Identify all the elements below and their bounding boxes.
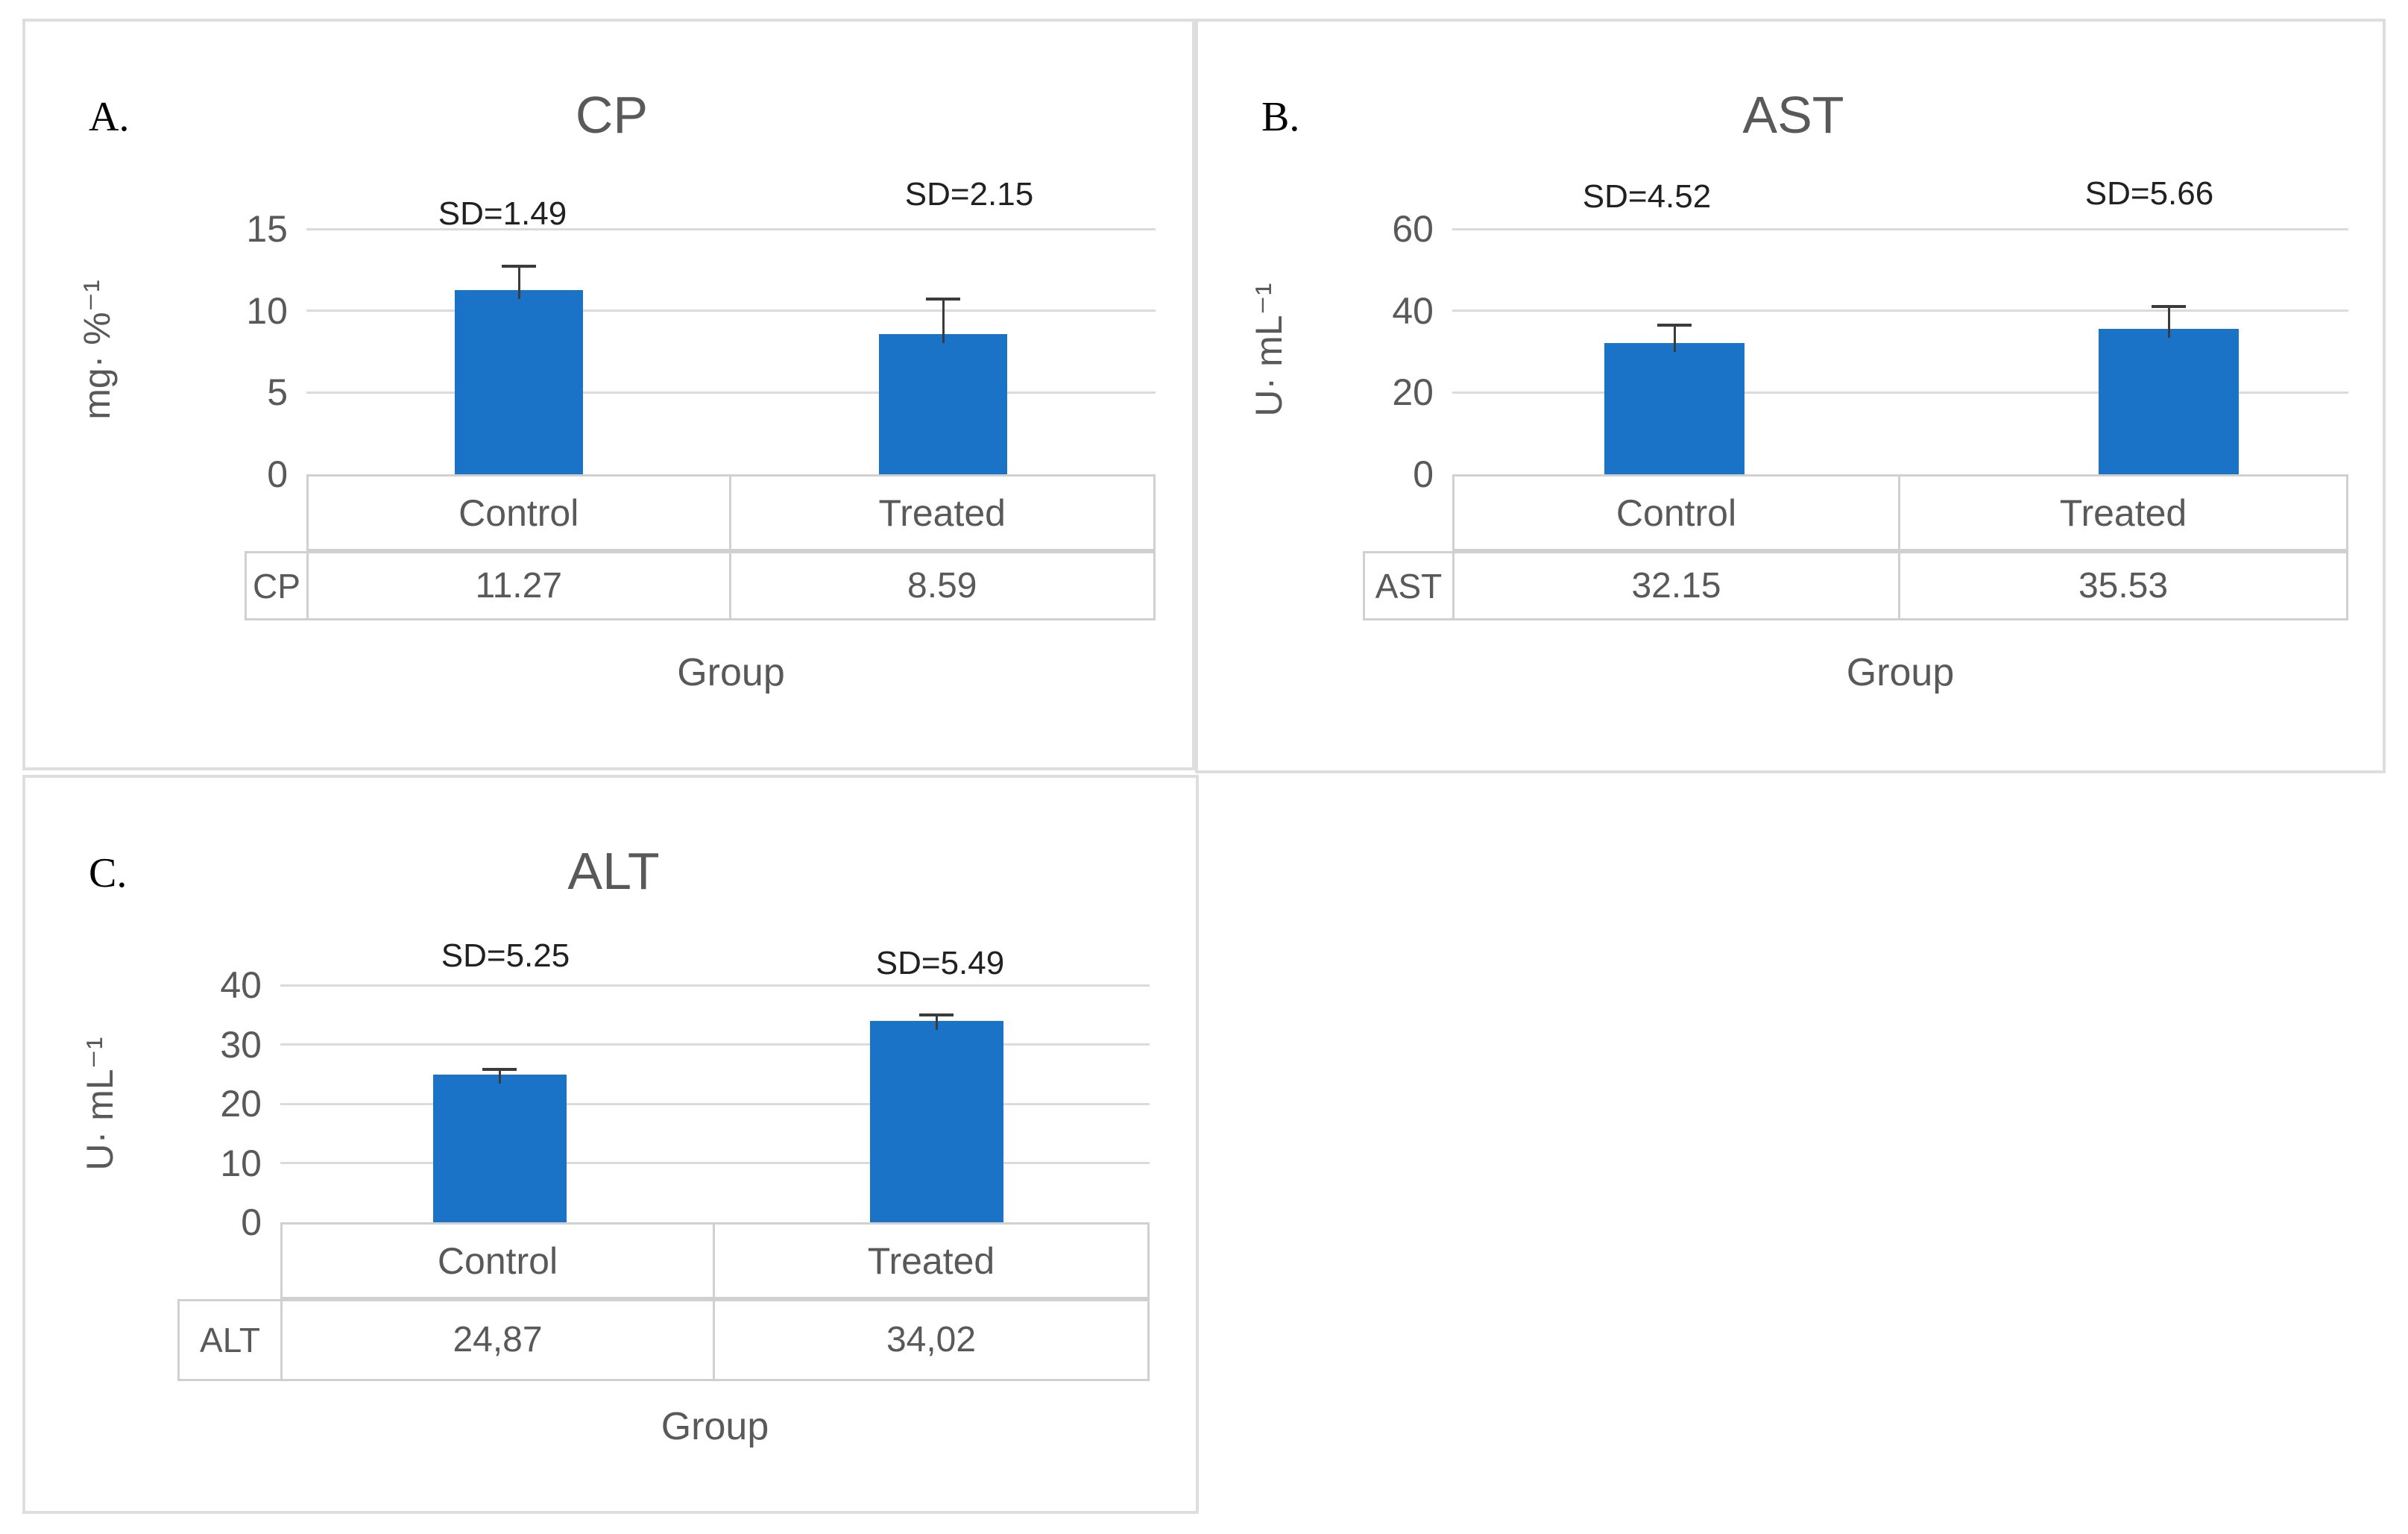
y-tick-label: 10	[220, 1142, 262, 1184]
data-bar	[869, 1020, 1003, 1222]
value-cell: 11.27	[309, 553, 731, 618]
y-gridline	[306, 227, 1156, 230]
data-bar	[455, 289, 583, 474]
panel-letter: C.	[89, 850, 127, 896]
y-tick-label: 0	[1413, 453, 1434, 495]
y-gridline	[306, 309, 1156, 312]
y-gridline	[1452, 227, 2348, 230]
y-gridline	[306, 391, 1156, 394]
error-bar-whisker	[517, 265, 520, 299]
category-cell: Control	[1454, 477, 1900, 549]
panel-alt: C. ALT 0 10 20 30 40 U· mL⁻¹ SD=5.25 SD=5.49 Contr…	[22, 775, 1199, 1514]
y-tick-label: 20	[1392, 371, 1434, 414]
x-axis-title: Group	[677, 651, 785, 694]
chart-title: AST	[1742, 86, 1844, 144]
row-header-cell: AST	[1365, 553, 1454, 618]
y-axis-label: mg· %⁻¹	[76, 280, 118, 420]
data-bar	[2099, 329, 2239, 474]
table-header-row: Control Treated	[280, 1222, 1150, 1299]
y-tick-label: 40	[1392, 289, 1434, 332]
table-value-row: ALT 24,87 34,02	[177, 1299, 1150, 1381]
y-tick-label: 0	[267, 453, 288, 495]
data-bar	[879, 333, 1007, 474]
table-value-row: AST 32.15 35.53	[1363, 551, 2348, 620]
error-bar-whisker	[2167, 306, 2170, 339]
error-bar-whisker	[1673, 324, 1676, 352]
category-cell: Control	[283, 1225, 715, 1297]
category-cell: Treated	[878, 491, 1006, 534]
sd-annotation: SD=5.25	[441, 937, 570, 974]
y-gridline	[280, 1043, 1150, 1046]
chart-title: ALT	[567, 842, 660, 900]
category-cell: Control	[309, 477, 731, 549]
y-tick-label: 10	[246, 289, 288, 332]
value-cell: 34,02	[886, 1320, 977, 1359]
y-axis-label: U· mL⁻¹	[1248, 283, 1290, 417]
chart-title: CP	[575, 86, 649, 144]
error-bar-cap	[2152, 305, 2186, 309]
y-gridline	[1452, 391, 2348, 394]
category-cell: Treated	[867, 1239, 995, 1282]
y-tick-label: 15	[246, 208, 288, 250]
error-bar-cap	[1657, 323, 1692, 327]
y-gridline	[280, 1162, 1150, 1164]
error-bar-whisker	[935, 1013, 938, 1030]
row-header-cell: ALT	[180, 1301, 283, 1379]
table-header-row: Control Treated	[306, 474, 1156, 551]
panel-cp: A. CP 0 5 10 15 mg· %⁻¹ SD=1.49 SD=2.15 Control Tr…	[22, 19, 1195, 770]
y-tick-label: 5	[267, 371, 288, 414]
data-bar	[432, 1075, 567, 1222]
value-cell: 8.59	[907, 565, 977, 606]
panel-letter: A.	[89, 94, 130, 140]
y-gridline	[1452, 309, 2348, 312]
data-bar	[1604, 342, 1744, 474]
error-bar-cap	[482, 1067, 517, 1071]
x-axis-title: Group	[661, 1405, 769, 1448]
sd-annotation: SD=5.49	[875, 945, 1005, 981]
error-bar-cap	[926, 298, 960, 301]
table-header-row: Control Treated	[1452, 474, 2348, 551]
y-axis-label: U· mL⁻¹	[79, 1037, 121, 1171]
sd-annotation: SD=1.49	[438, 195, 567, 232]
table-value-row: CP 11.27 8.59	[245, 551, 1156, 620]
panel-letter: B.	[1261, 94, 1300, 140]
error-bar-cap	[502, 265, 536, 268]
sd-annotation: SD=2.15	[904, 176, 1034, 213]
y-gridline	[280, 984, 1150, 987]
error-bar-whisker	[942, 298, 945, 343]
y-tick-label: 0	[241, 1201, 262, 1243]
panel-ast: B. AST 0 20 40 60 U· mL⁻¹ SD=4.52 SD=5.66 Control…	[1195, 19, 2386, 773]
y-tick-label: 40	[220, 964, 262, 1006]
y-tick-label: 20	[220, 1083, 262, 1125]
y-tick-label: 60	[1392, 208, 1434, 250]
row-header-cell: CP	[247, 553, 309, 618]
error-bar-whisker	[498, 1068, 501, 1084]
x-axis-title: Group	[1846, 651, 1955, 694]
category-cell: Treated	[2059, 491, 2187, 534]
error-bar-cap	[919, 1013, 954, 1016]
value-cell: 32.15	[1454, 553, 1900, 618]
value-cell: 35.53	[2078, 565, 2169, 606]
sd-annotation: SD=4.52	[1582, 178, 1712, 215]
y-gridline	[280, 1102, 1150, 1105]
y-tick-label: 30	[220, 1023, 262, 1066]
value-cell: 24,87	[283, 1301, 715, 1379]
sd-annotation: SD=5.66	[2084, 175, 2214, 212]
